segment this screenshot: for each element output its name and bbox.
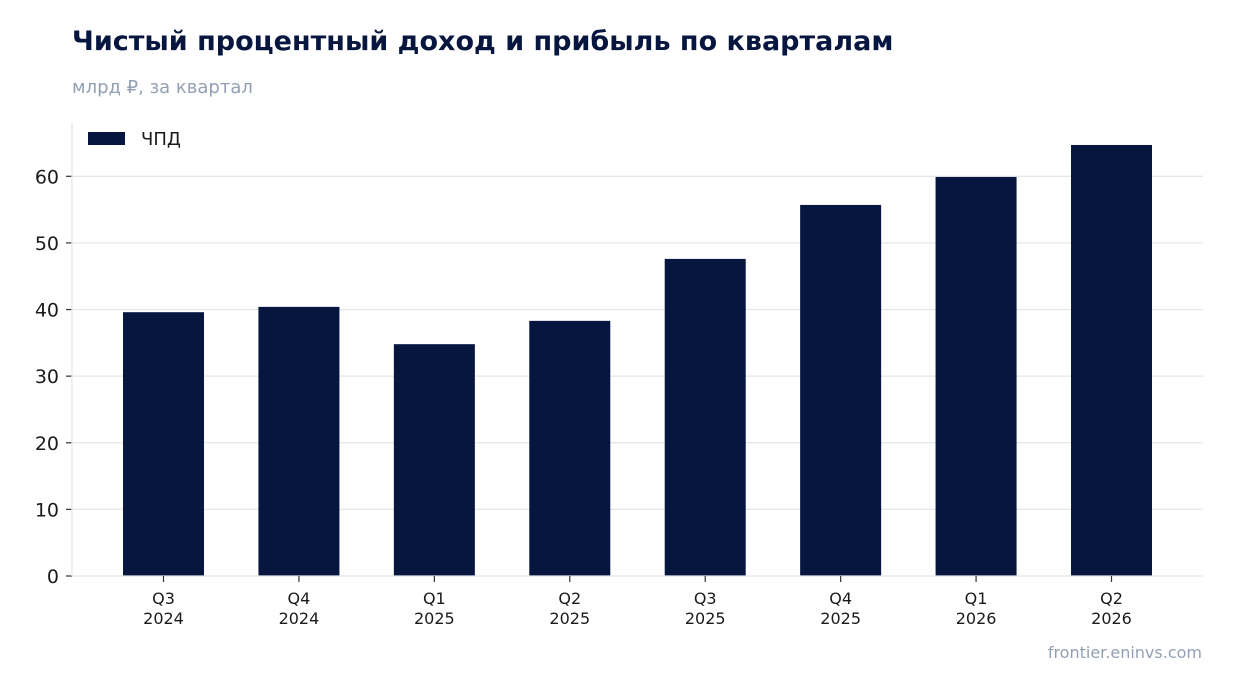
bar <box>664 258 746 576</box>
x-tick-label: Q4 2024 <box>279 589 320 628</box>
bar <box>393 344 475 576</box>
legend-swatch-npd <box>88 132 125 145</box>
y-tick-label: 40 <box>35 300 59 322</box>
bar <box>123 312 204 576</box>
x-tick-label: Q2 2026 <box>1091 589 1132 628</box>
y-tick-label: 10 <box>35 499 59 521</box>
x-tick-label: Q2 2025 <box>549 589 590 628</box>
x-tick-label: Q3 2025 <box>685 589 726 628</box>
y-tick-label: 50 <box>35 233 59 255</box>
legend: ЧПД <box>88 129 181 150</box>
chart-title: Чистый процентный доход и прибыль по ква… <box>72 26 894 57</box>
x-tick-label: Q1 2025 <box>414 589 455 628</box>
bar <box>258 306 340 576</box>
y-tick-label: 0 <box>47 566 59 588</box>
y-tick-label: 20 <box>35 433 59 455</box>
x-tick-label: Q3 2024 <box>143 589 184 628</box>
bar <box>1071 144 1152 576</box>
x-tick-label: Q1 2026 <box>956 589 997 628</box>
chart-subtitle: млрд ₽, за квартал <box>72 77 253 98</box>
source-credit: frontier.eninvs.com <box>1047 643 1202 662</box>
axes: 0 10 20 30 40 50 60 Q3 2024 Q4 2024 Q1 2025 Q2 2025 Q3 2… <box>35 123 1203 628</box>
bar <box>800 204 882 577</box>
legend-label-npd: ЧПД <box>141 129 181 150</box>
bar <box>935 176 1017 576</box>
y-tick-label: 60 <box>35 166 59 188</box>
grid-lines <box>72 175 1203 511</box>
y-tick-label: 30 <box>35 366 59 388</box>
bars <box>123 144 1152 577</box>
bar <box>529 320 611 576</box>
x-tick-label: Q4 2025 <box>820 589 861 628</box>
